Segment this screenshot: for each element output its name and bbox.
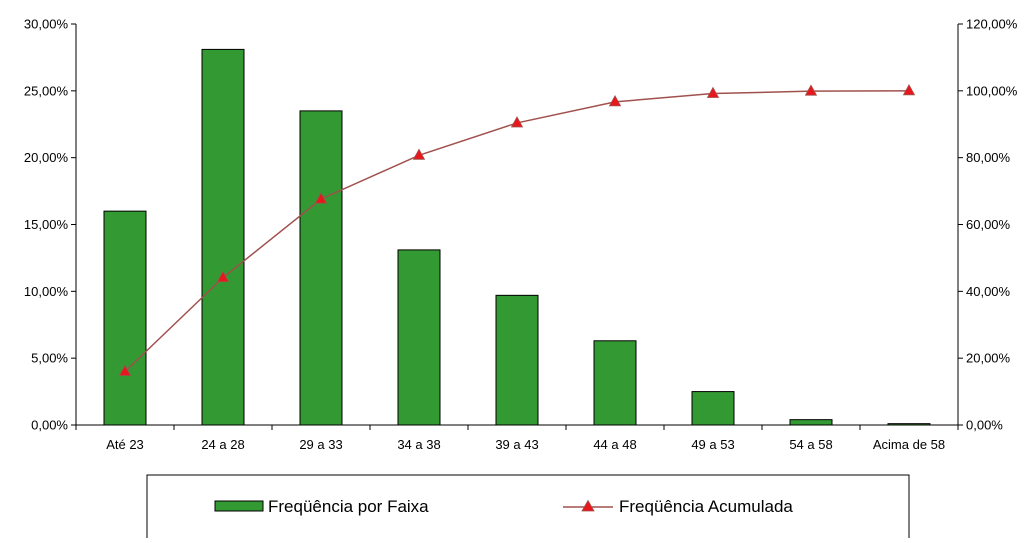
- bar-7: [789, 419, 833, 426]
- right-tick-label: 100,00%: [966, 83, 1018, 98]
- left-tick-label: 30,00%: [24, 17, 69, 32]
- bar-1: [201, 48, 245, 426]
- cumulative-point-8: [902, 84, 916, 96]
- x-category-label: 54 a 58: [789, 437, 832, 452]
- left-tick-label: 25,00%: [24, 83, 69, 98]
- bar-5: [593, 340, 637, 426]
- legend-line-label: Freqüência Acumulada: [619, 497, 793, 516]
- right-tick-label: 60,00%: [966, 217, 1011, 232]
- legend-bar-swatch: [214, 500, 264, 512]
- right-tick-label: 80,00%: [966, 150, 1011, 165]
- legend-triangle-marker: [581, 499, 595, 512]
- cumulative-point-1: [216, 270, 230, 283]
- cumulative-point-4: [510, 116, 524, 128]
- left-tick-label: 20,00%: [24, 150, 69, 165]
- bar-series: [103, 48, 931, 426]
- x-category-label: 34 a 38: [397, 437, 440, 452]
- left-tick-label: 0,00%: [31, 418, 68, 433]
- right-tick-label: 0,00%: [966, 418, 1003, 433]
- x-category-label: 39 a 43: [495, 437, 538, 452]
- x-category-label: 49 a 53: [691, 437, 734, 452]
- cumulative-point-3: [412, 148, 426, 160]
- legend-bar-label: Freqüência por Faixa: [268, 497, 429, 516]
- x-category-label: 44 a 48: [593, 437, 636, 452]
- x-category-label: Até 23: [106, 437, 144, 452]
- legend-box: [146, 474, 910, 543]
- bar-2: [299, 110, 343, 426]
- bar-6: [691, 391, 735, 426]
- bar-4: [495, 294, 539, 426]
- left-tick-label: 5,00%: [31, 351, 68, 366]
- cumulative-line-series: [118, 84, 916, 376]
- left-tick-label: 10,00%: [24, 284, 69, 299]
- right-tick-label: 20,00%: [966, 351, 1011, 366]
- cumulative-point-0: [118, 364, 132, 376]
- cumulative-point-2: [314, 192, 328, 204]
- x-category-label: 29 a 33: [299, 437, 342, 452]
- x-category-label: 24 a 28: [201, 437, 244, 452]
- axes: [71, 23, 963, 430]
- cumulative-point-6: [706, 86, 720, 98]
- bar-0: [103, 210, 147, 426]
- right-tick-label: 40,00%: [966, 284, 1011, 299]
- x-category-label: Acima de 58: [873, 437, 945, 452]
- legend: Freqüência por Faixa Freqüência Acumulad…: [146, 474, 910, 543]
- bar-3: [397, 249, 441, 426]
- cumulative-point-5: [608, 95, 622, 107]
- left-tick-label: 15,00%: [24, 217, 69, 232]
- tick-labels: 0,00% 5,00% 10,00% 15,00% 20,00% 25,00% 30,00%…: [24, 17, 1018, 453]
- cumulative-point-7: [804, 84, 818, 96]
- right-tick-label: 120,00%: [966, 17, 1018, 32]
